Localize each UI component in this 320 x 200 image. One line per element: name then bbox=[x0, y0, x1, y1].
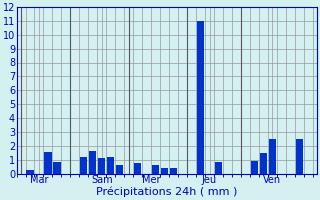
Bar bbox=[27, 170, 34, 174]
Bar bbox=[44, 152, 52, 174]
Bar bbox=[89, 151, 96, 174]
Bar bbox=[260, 153, 267, 174]
Bar bbox=[80, 157, 87, 174]
Bar bbox=[269, 139, 276, 174]
X-axis label: Précipitations 24h ( mm ): Précipitations 24h ( mm ) bbox=[96, 187, 237, 197]
Bar bbox=[116, 165, 123, 174]
Bar bbox=[134, 163, 141, 174]
Bar bbox=[107, 157, 114, 174]
Bar bbox=[197, 21, 204, 174]
Bar bbox=[98, 158, 105, 174]
Bar bbox=[161, 168, 168, 174]
Bar bbox=[170, 168, 177, 174]
Bar bbox=[53, 162, 60, 174]
Bar bbox=[296, 139, 303, 174]
Bar bbox=[251, 161, 258, 174]
Bar bbox=[215, 162, 222, 174]
Bar bbox=[152, 165, 159, 174]
